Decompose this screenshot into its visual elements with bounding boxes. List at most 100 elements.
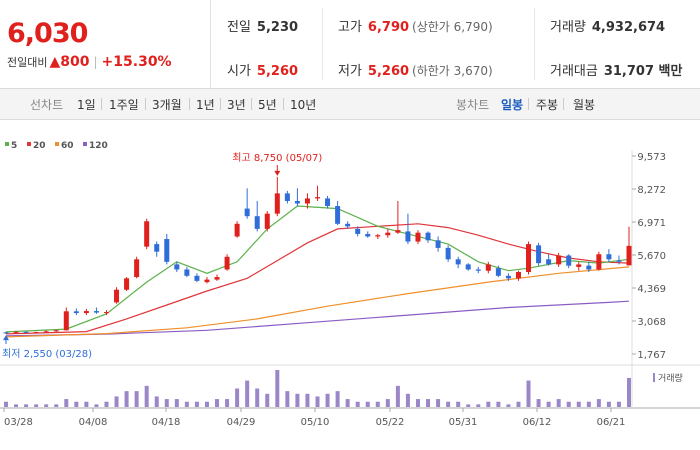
volume-bar xyxy=(4,401,8,407)
moving-average-lines xyxy=(5,205,630,338)
candle-body xyxy=(355,228,361,234)
tab-3years[interactable]: 3년 xyxy=(227,98,246,112)
volume-legend-label: 거래량 xyxy=(658,372,683,384)
volume-bar xyxy=(34,404,39,407)
volume-bar xyxy=(325,393,330,407)
prev-close-cell: 전일 5,230 xyxy=(227,16,298,35)
candle-body xyxy=(284,193,290,201)
volume-bar xyxy=(345,399,350,407)
volume-bar xyxy=(305,393,310,407)
separator: | xyxy=(93,55,98,69)
candle-body xyxy=(435,240,441,248)
candle-body xyxy=(3,332,9,334)
volume-bar xyxy=(566,401,571,407)
tab-separator xyxy=(145,98,146,110)
prev-close-value: 5,230 xyxy=(256,20,299,35)
candle-body xyxy=(616,260,622,262)
divider xyxy=(322,8,323,80)
amount-value: 31,707 백만 xyxy=(603,64,683,79)
y-tick-label: 9,573 xyxy=(637,152,666,163)
candle-body xyxy=(395,230,401,233)
tab-3months[interactable]: 3개월 xyxy=(152,98,182,112)
candle-body xyxy=(415,232,421,242)
tab-weekly-candle[interactable]: 주봉 xyxy=(536,98,559,112)
tab-separator xyxy=(283,98,284,110)
min-arrow-icon xyxy=(3,335,9,341)
candle-body xyxy=(144,221,150,247)
tab-1year[interactable]: 1년 xyxy=(196,98,215,112)
divider xyxy=(534,8,535,80)
volume-bar xyxy=(456,401,461,407)
x-tick-label: 04/08 xyxy=(79,417,108,428)
low-value: 5,260 xyxy=(367,64,410,79)
quote-panel: 6,030 전일대비 ▲800 | +15.30% 전일 5,230 시가 5,260 고… xyxy=(0,0,700,89)
volume-bar xyxy=(415,399,420,407)
volume-bar xyxy=(355,401,360,407)
volume-bar xyxy=(556,399,561,407)
volume-bar xyxy=(606,401,611,407)
candle-body xyxy=(53,330,59,332)
open-cell: 시가 5,260 xyxy=(227,60,298,79)
change-percent: +15.30% xyxy=(101,54,172,70)
candle-body xyxy=(485,264,491,271)
candle-body xyxy=(455,259,461,265)
stock-chart: 5 20 60 120 거래량 9,573 8,272 6,971 5,670 4,369 3,… xyxy=(0,141,700,428)
chart-grid xyxy=(0,150,700,409)
volume-bar xyxy=(466,404,471,407)
volume-bar xyxy=(596,399,601,407)
volume-bar xyxy=(24,404,29,407)
tab-1day[interactable]: 1일 xyxy=(77,98,96,112)
candle-body xyxy=(13,331,19,333)
volume-bar xyxy=(64,399,69,407)
volume-bar xyxy=(526,380,531,407)
candle-body xyxy=(164,239,170,262)
candle-body xyxy=(345,223,351,227)
tab-10years[interactable]: 10년 xyxy=(290,98,317,112)
candle-body xyxy=(405,231,411,242)
candle-body xyxy=(546,259,552,265)
ma-legend: 5 20 60 120 xyxy=(5,141,108,151)
candle-body xyxy=(83,311,89,314)
candle-body xyxy=(505,275,511,279)
volume-bar xyxy=(375,401,380,407)
x-tick-label: 04/18 xyxy=(152,417,181,428)
candle-body xyxy=(495,268,501,276)
line-chart-header: 선차트 xyxy=(30,98,64,112)
price-axis: 9,573 8,272 6,971 5,670 4,369 3,068 1,767 xyxy=(632,152,666,361)
candles xyxy=(3,176,632,335)
volume-bar xyxy=(536,399,541,407)
volume-bar xyxy=(496,401,501,407)
candle-body xyxy=(566,255,572,266)
volume-bars: 거래량 xyxy=(4,370,683,407)
tab-1week[interactable]: 1주일 xyxy=(109,98,139,112)
candle-body xyxy=(626,245,632,266)
volume-bar xyxy=(94,404,99,407)
candle-body xyxy=(385,232,391,236)
ma20-line xyxy=(5,223,630,335)
lower-limit: (하한가 3,670) xyxy=(412,64,493,78)
volume-cell: 거래량 4,932,674 xyxy=(550,16,665,35)
volume-bar xyxy=(14,404,19,407)
volume-bar xyxy=(204,401,209,407)
change-amount: 800 xyxy=(60,54,90,70)
max-arrow-icon xyxy=(274,170,281,176)
candle-body xyxy=(304,198,310,204)
tab-monthly-candle[interactable]: 월봉 xyxy=(573,98,596,112)
legend-label-20: 20 xyxy=(33,141,46,151)
chart-tab-bar: 선차트 1일 1주일 3개월 1년 3년 5년 10년 봉차트 일봉 주봉 월봉 xyxy=(0,89,700,120)
tab-daily-candle[interactable]: 일봉 xyxy=(501,98,524,112)
legend-label-5: 5 xyxy=(11,141,17,151)
low-cell: 저가 5,260 (하한가 3,670) xyxy=(338,60,493,79)
legend-swatch-20 xyxy=(27,142,31,146)
volume-bar xyxy=(516,401,521,407)
volume-bar xyxy=(255,388,260,407)
low-label: 저가 xyxy=(338,64,362,79)
legend-label-60: 60 xyxy=(61,141,74,151)
candle-body xyxy=(73,311,79,314)
volume-bar xyxy=(265,393,270,407)
volume-bar xyxy=(506,404,511,407)
candle-body xyxy=(475,269,481,271)
volume-bar xyxy=(546,401,551,407)
tab-5years[interactable]: 5년 xyxy=(258,98,277,112)
volume-bar xyxy=(446,401,451,407)
